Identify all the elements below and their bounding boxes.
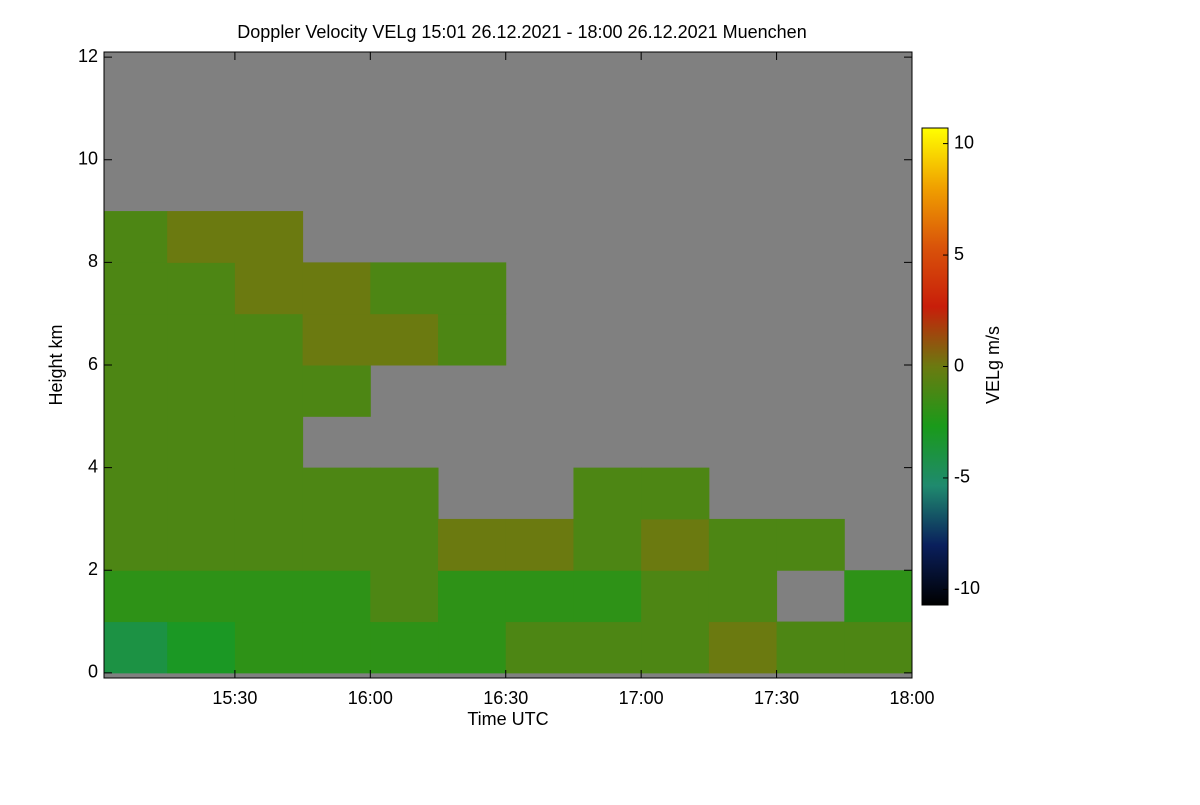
- heatmap-cell: [641, 467, 710, 520]
- heatmap-cell: [167, 211, 236, 263]
- heatmap-cell: [505, 570, 574, 623]
- heatmap-cell: [302, 262, 371, 315]
- heatmap-cell: [370, 570, 439, 623]
- x-tick-label: 17:00: [619, 688, 664, 708]
- heatmap-cell: [234, 262, 304, 315]
- colorbar-tick-label: 5: [954, 244, 964, 264]
- heatmap-cell: [104, 416, 168, 469]
- heatmap-cell: [167, 262, 236, 315]
- heatmap-cell: [573, 621, 642, 674]
- heatmap-cell: [370, 262, 439, 315]
- heatmap-cell: [234, 211, 304, 263]
- heatmap-cell: [370, 518, 439, 571]
- heatmap-cell: [167, 313, 236, 366]
- heatmap-cell: [302, 313, 371, 366]
- heatmap-cell: [438, 621, 507, 674]
- heatmap-cell: [104, 262, 168, 315]
- heatmap-cell: [438, 262, 507, 315]
- heatmap-cell: [505, 518, 574, 571]
- heatmap-cell: [104, 211, 168, 263]
- heatmap-cell: [844, 621, 912, 674]
- heatmap-cell: [234, 365, 304, 417]
- y-tick-label: 0: [88, 662, 98, 682]
- heatmap-cell: [641, 621, 710, 674]
- heatmap-cell: [104, 621, 168, 674]
- heatmap-cell: [844, 570, 912, 623]
- colorbar-tick-label: 0: [954, 355, 964, 375]
- heatmap-cell: [234, 467, 304, 520]
- heatmap-cell: [708, 570, 778, 623]
- heatmap-cell: [104, 467, 168, 520]
- x-tick-label: 18:00: [889, 688, 934, 708]
- heatmap-cell: [234, 313, 304, 366]
- heatmap-cell: [776, 621, 845, 674]
- y-tick-label: 4: [88, 456, 98, 476]
- heatmap-cell: [302, 570, 371, 623]
- heatmap-cell: [302, 621, 371, 674]
- x-tick-label: 16:00: [348, 688, 393, 708]
- colorbar-tick-label: -5: [954, 467, 970, 487]
- heatmap-cell: [573, 570, 642, 623]
- heatmap-cell: [708, 621, 778, 674]
- heatmap-cell: [104, 313, 168, 366]
- chart-title: Doppler Velocity VELg 15:01 26.12.2021 -…: [237, 22, 806, 42]
- heatmap-cell: [708, 518, 778, 571]
- x-tick-label: 17:30: [754, 688, 799, 708]
- heatmap-cell: [234, 518, 304, 571]
- heatmap-cell: [438, 570, 507, 623]
- y-tick-label: 6: [88, 354, 98, 374]
- heatmap-cell: [167, 570, 236, 623]
- heatmap-cell: [167, 365, 236, 417]
- colorbar-tick-label: -10: [954, 578, 980, 598]
- heatmap-cell: [167, 467, 236, 520]
- heatmap-cell: [104, 518, 168, 571]
- y-tick-label: 2: [88, 559, 98, 579]
- heatmap-cell: [234, 621, 304, 674]
- heatmap-cell: [302, 518, 371, 571]
- y-axis-label: Height km: [46, 324, 66, 405]
- heatmap-cell: [641, 518, 710, 571]
- heatmap-cells: [104, 211, 912, 674]
- heatmap-cell: [776, 518, 845, 571]
- x-axis-label: Time UTC: [467, 709, 548, 729]
- heatmap-cell: [167, 416, 236, 469]
- heatmap-cell: [234, 416, 304, 469]
- heatmap-cell: [438, 518, 507, 571]
- heatmap-cell: [370, 467, 439, 520]
- colorbar-label: VELg m/s: [983, 326, 1003, 404]
- y-tick-label: 12: [78, 46, 98, 66]
- heatmap-cell: [370, 621, 439, 674]
- heatmap-cell: [104, 365, 168, 417]
- heatmap-cell: [167, 518, 236, 571]
- heatmap-cell: [505, 621, 574, 674]
- y-tick-label: 10: [78, 149, 98, 169]
- heatmap-cell: [302, 365, 371, 417]
- heatmap-cell: [104, 570, 168, 623]
- x-tick-label: 16:30: [483, 688, 528, 708]
- heatmap-cell: [370, 313, 439, 366]
- y-tick-label: 8: [88, 251, 98, 271]
- heatmap-cell: [438, 313, 507, 366]
- heatmap-cell: [573, 518, 642, 571]
- heatmap-cell: [302, 467, 371, 520]
- colorbar-tick-label: 10: [954, 132, 974, 152]
- heatmap-cell: [641, 570, 710, 623]
- heatmap-cell: [167, 621, 236, 674]
- x-tick-label: 15:30: [212, 688, 257, 708]
- heatmap-cell: [234, 570, 304, 623]
- heatmap-cell: [573, 467, 642, 520]
